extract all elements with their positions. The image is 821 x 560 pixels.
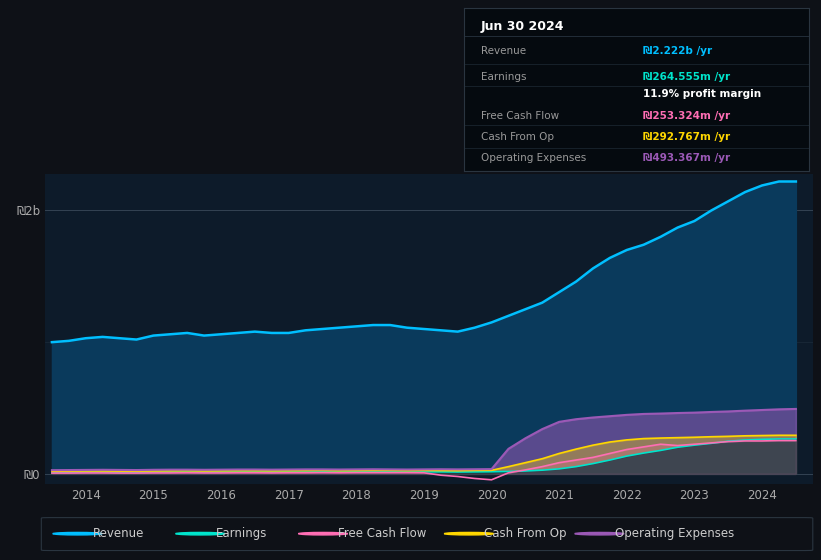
- Text: Cash From Op: Cash From Op: [484, 527, 566, 540]
- Circle shape: [176, 533, 225, 535]
- Text: Earnings: Earnings: [481, 72, 526, 82]
- Text: 11.9% profit margin: 11.9% profit margin: [643, 90, 761, 100]
- Circle shape: [575, 533, 624, 535]
- Text: Free Cash Flow: Free Cash Flow: [481, 110, 559, 120]
- Text: Revenue: Revenue: [93, 527, 144, 540]
- Circle shape: [299, 533, 347, 535]
- Text: Jun 30 2024: Jun 30 2024: [481, 20, 565, 33]
- Text: Cash From Op: Cash From Op: [481, 132, 554, 142]
- Text: ₪2.222b /yr: ₪2.222b /yr: [643, 45, 713, 55]
- Text: ₪264.555m /yr: ₪264.555m /yr: [643, 72, 731, 82]
- Text: Operating Expenses: Operating Expenses: [615, 527, 734, 540]
- Circle shape: [53, 533, 102, 535]
- Text: Free Cash Flow: Free Cash Flow: [338, 527, 427, 540]
- Text: Operating Expenses: Operating Expenses: [481, 153, 586, 163]
- Circle shape: [444, 533, 493, 535]
- Text: ₪292.767m /yr: ₪292.767m /yr: [643, 132, 731, 142]
- Text: ₪493.367m /yr: ₪493.367m /yr: [643, 153, 731, 163]
- Text: Earnings: Earnings: [216, 527, 267, 540]
- Text: ₪253.324m /yr: ₪253.324m /yr: [643, 110, 731, 120]
- Text: Revenue: Revenue: [481, 45, 526, 55]
